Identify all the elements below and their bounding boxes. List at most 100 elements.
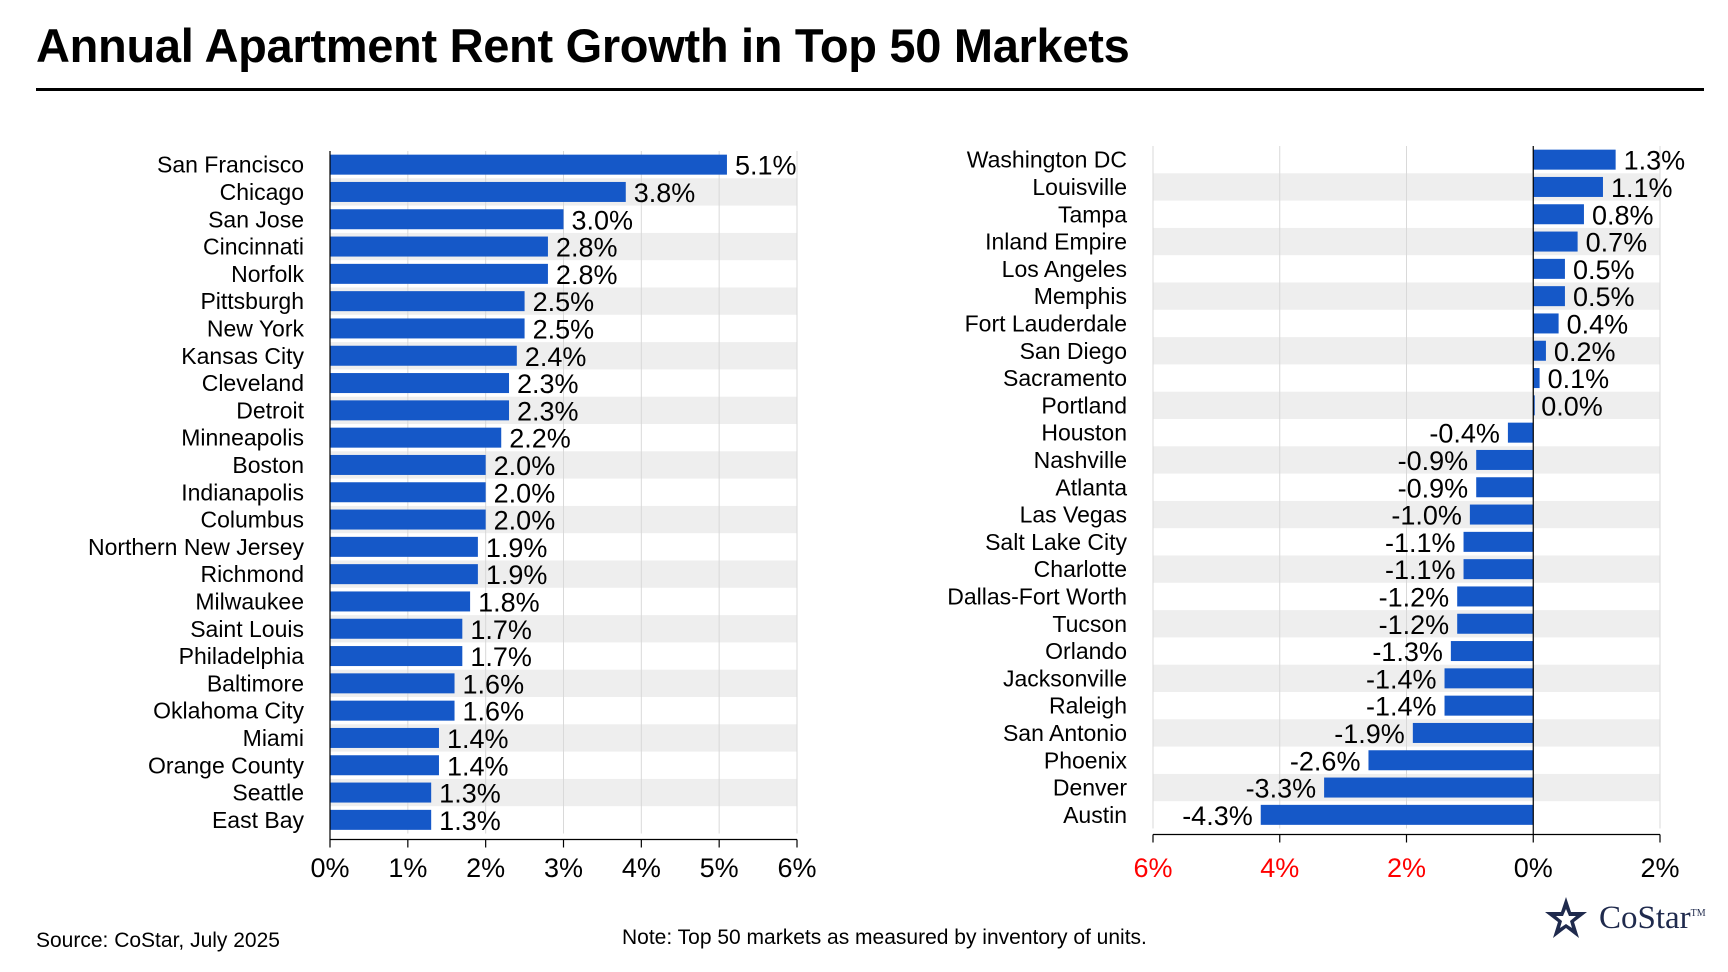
- category-label: Washington DC: [967, 147, 1127, 173]
- value-label: 0.1%: [1548, 364, 1610, 394]
- bar: [330, 373, 510, 394]
- value-label: 2.0%: [494, 506, 556, 536]
- bar: [1476, 477, 1534, 498]
- category-label: Oklahoma City: [153, 698, 304, 724]
- tick-label: 5%: [700, 853, 739, 883]
- value-label: 1.3%: [439, 806, 501, 836]
- value-label: -0.9%: [1398, 473, 1469, 503]
- category-label: Indianapolis: [181, 479, 304, 505]
- value-label: 2.4%: [525, 342, 587, 372]
- bar: [1469, 504, 1534, 525]
- category-label: Louisville: [1032, 174, 1127, 200]
- bar: [1324, 777, 1534, 798]
- tick-label: 4%: [622, 853, 661, 883]
- category-label: Dallas-Fort Worth: [947, 583, 1127, 609]
- value-label: 0.2%: [1554, 337, 1616, 367]
- value-label: 1.7%: [470, 615, 532, 645]
- value-label: 2.2%: [509, 424, 571, 454]
- bar: [1450, 641, 1534, 662]
- category-label: Denver: [1053, 775, 1127, 801]
- bar: [330, 564, 478, 585]
- value-label: 1.7%: [470, 642, 532, 672]
- value-label: 1.3%: [439, 779, 501, 809]
- value-label: 0.8%: [1592, 200, 1654, 230]
- value-label: -4.3%: [1182, 801, 1253, 831]
- category-label: Tucson: [1052, 611, 1127, 637]
- category-label: Portland: [1041, 392, 1127, 418]
- title-divider: [36, 88, 1704, 91]
- value-label: -2.6%: [1290, 746, 1361, 776]
- value-label: 3.8%: [634, 178, 696, 208]
- value-label: -0.9%: [1398, 446, 1469, 476]
- bar: [330, 427, 502, 448]
- category-label: Baltimore: [207, 670, 304, 696]
- bar: [1260, 804, 1534, 825]
- value-label: 1.9%: [486, 533, 548, 563]
- category-label: Memphis: [1034, 283, 1127, 309]
- bar: [330, 209, 564, 230]
- bar: [330, 591, 471, 612]
- category-label: Los Angeles: [1002, 256, 1127, 282]
- tick-label: 0%: [1514, 853, 1553, 883]
- category-label: Columbus: [200, 507, 304, 533]
- category-label: Houston: [1041, 420, 1127, 446]
- value-label: 2.3%: [517, 369, 579, 399]
- tick-label: 2%: [466, 853, 505, 883]
- tick-label: 4%: [1260, 853, 1299, 883]
- category-label: Orange County: [148, 752, 304, 778]
- category-label: Minneapolis: [181, 425, 304, 451]
- bar: [1412, 722, 1534, 743]
- bar: [1533, 204, 1584, 225]
- bar: [330, 236, 548, 257]
- category-label: Jacksonville: [1003, 665, 1127, 691]
- costar-logo-text: CoStarTM: [1599, 900, 1706, 936]
- bar: [330, 263, 548, 284]
- category-label: Cleveland: [202, 370, 304, 396]
- bar: [1507, 422, 1534, 443]
- value-label: 1.4%: [447, 751, 509, 781]
- bar: [1533, 176, 1603, 197]
- value-label: 2.5%: [533, 314, 595, 344]
- bar: [1457, 613, 1534, 634]
- category-label: Charlotte: [1034, 556, 1127, 582]
- bar: [330, 400, 510, 421]
- source-note: Source: CoStar, July 2025: [36, 929, 280, 952]
- value-label: -1.0%: [1391, 501, 1462, 531]
- value-label: 1.4%: [447, 724, 509, 754]
- category-label: Cincinnati: [203, 234, 304, 260]
- category-label: Fort Lauderdale: [965, 310, 1127, 336]
- category-label: Las Vegas: [1020, 502, 1127, 528]
- category-label: Milwaukee: [195, 588, 304, 614]
- value-label: 1.8%: [478, 587, 540, 617]
- bar: [330, 618, 463, 639]
- value-label: -1.1%: [1385, 528, 1456, 558]
- bar: [330, 482, 486, 503]
- category-label: Northern New Jersey: [88, 534, 305, 560]
- category-label: San Diego: [1020, 338, 1127, 364]
- chart-title: Annual Apartment Rent Growth in Top 50 M…: [36, 19, 1130, 72]
- value-label: 1.9%: [486, 560, 548, 590]
- category-label: Sacramento: [1003, 365, 1127, 391]
- value-label: -1.2%: [1379, 582, 1450, 612]
- category-label: Nashville: [1034, 447, 1127, 473]
- costar-star-icon: [1545, 897, 1587, 938]
- bar: [330, 700, 455, 721]
- bar: [330, 536, 478, 557]
- tick-label: 2%: [1387, 853, 1426, 883]
- bar: [1368, 750, 1534, 771]
- value-label: 0.5%: [1573, 282, 1635, 312]
- value-label: -1.4%: [1366, 692, 1437, 722]
- category-label: Orlando: [1045, 638, 1127, 664]
- bar: [330, 646, 463, 667]
- category-label: Phoenix: [1044, 747, 1128, 773]
- category-label: Salt Lake City: [985, 529, 1127, 555]
- bar: [330, 509, 486, 530]
- category-label: Detroit: [236, 397, 304, 423]
- category-label: Inland Empire: [985, 229, 1127, 255]
- bar: [330, 154, 727, 175]
- value-label: 2.0%: [494, 478, 556, 508]
- category-label: San Francisco: [157, 152, 304, 178]
- tick-label: 6%: [777, 853, 816, 883]
- value-label: -0.4%: [1429, 419, 1500, 449]
